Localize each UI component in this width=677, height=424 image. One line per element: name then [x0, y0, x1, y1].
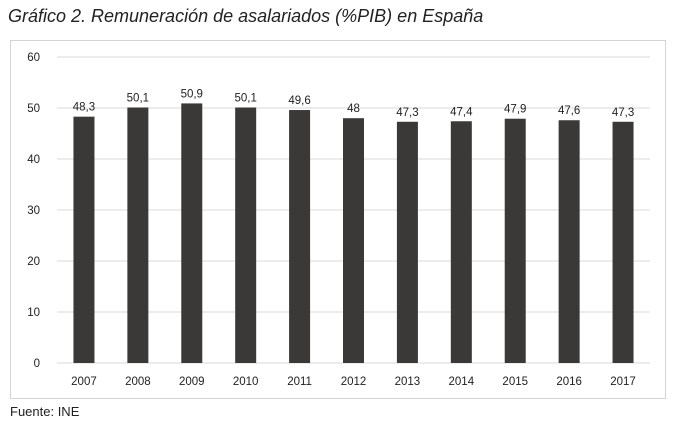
data-label: 49,6 — [288, 95, 310, 107]
bar — [450, 121, 472, 363]
x-tick-label: 2007 — [71, 376, 97, 388]
x-tick-label: 2015 — [502, 376, 528, 388]
bar — [558, 120, 580, 364]
data-label: 50,9 — [181, 88, 203, 100]
y-tick-label: 0 — [34, 358, 40, 370]
data-label: 47,4 — [450, 106, 473, 118]
x-tick-label: 2012 — [341, 376, 367, 388]
bar — [289, 110, 311, 363]
data-label: 47,3 — [396, 107, 418, 119]
x-tick-label: 2014 — [449, 376, 475, 388]
y-tick-label: 10 — [27, 307, 40, 319]
data-label: 47,6 — [558, 105, 580, 117]
bar — [343, 118, 364, 363]
data-label: 47,3 — [612, 107, 634, 119]
y-tick-label: 50 — [27, 103, 40, 115]
y-tick-label: 30 — [27, 205, 40, 217]
y-tick-label: 40 — [27, 154, 40, 166]
bar — [235, 107, 257, 364]
data-label: 47,9 — [504, 104, 526, 116]
bar — [612, 121, 634, 364]
x-tick-label: 2009 — [179, 376, 205, 388]
bar-chart: 0 10 20 30 40 50 60 48,3 2007 50,1 2008 50,9 2009 50,… — [27, 52, 650, 388]
x-tick-label: 2016 — [556, 376, 582, 388]
chart-title: Gráfico 2. Remuneración de asalariados (… — [8, 6, 484, 26]
data-label: 48 — [347, 103, 360, 115]
data-label: 48,3 — [73, 102, 95, 114]
bar — [127, 107, 149, 364]
x-tick-label: 2008 — [125, 376, 151, 388]
x-tick-label: 2010 — [233, 376, 259, 388]
data-label: 50,1 — [234, 92, 256, 104]
bar — [396, 121, 418, 364]
bar — [73, 116, 95, 363]
y-tick-label: 20 — [27, 256, 40, 268]
data-label: 50,1 — [127, 92, 149, 104]
x-tick-label: 2011 — [287, 376, 312, 388]
y-tick-label: 60 — [27, 52, 40, 64]
chart-frame — [10, 40, 666, 399]
bar — [181, 103, 203, 363]
x-tick-label: 2013 — [395, 376, 421, 388]
source-note: Fuente: INE — [10, 404, 80, 419]
bar — [504, 118, 526, 364]
x-tick-label: 2017 — [610, 376, 636, 388]
